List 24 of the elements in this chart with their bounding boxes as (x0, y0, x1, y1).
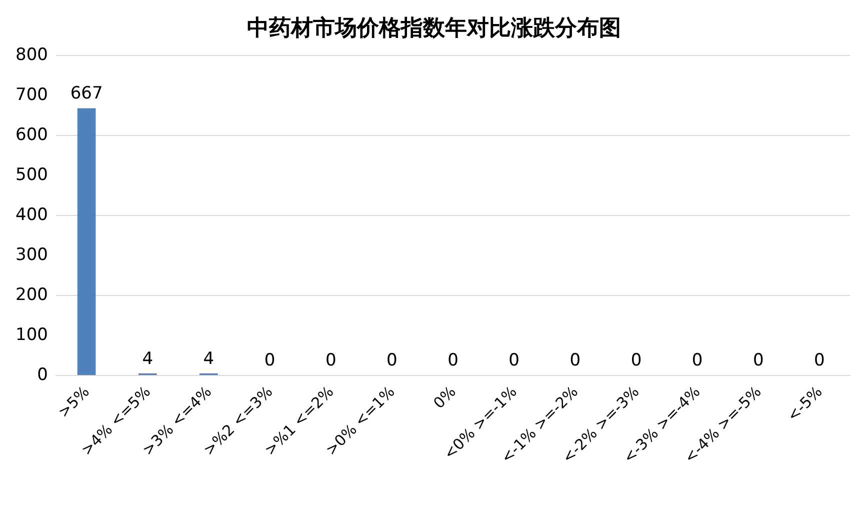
data-label: 0 (325, 350, 336, 370)
data-label: 0 (508, 350, 520, 370)
data-label: 0 (814, 350, 825, 370)
data-label: 0 (570, 350, 581, 370)
data-label: 4 (203, 348, 214, 369)
data-label: 4 (142, 348, 154, 369)
x-tick-label: 0% (430, 382, 460, 412)
y-tick-label: 400 (16, 205, 48, 225)
y-tick-label: 200 (16, 285, 48, 305)
data-label: 0 (752, 350, 764, 370)
y-tick-label: 600 (16, 125, 48, 145)
chart-title: 中药材市场价格指数年对比涨跌分布图 (247, 15, 621, 41)
y-tick-label: 0 (37, 365, 48, 385)
data-label: 0 (692, 350, 703, 370)
data-label: 667 (70, 84, 103, 104)
y-tick-label: 700 (16, 85, 48, 105)
y-tick-label: 100 (16, 325, 48, 345)
y-tick-label: 500 (16, 165, 48, 185)
data-label: 0 (264, 350, 276, 370)
y-tick-label: 300 (16, 245, 48, 265)
data-label: 0 (448, 350, 458, 370)
y-tick-label: 800 (16, 45, 48, 65)
data-label: 0 (386, 350, 398, 370)
data-label: 0 (630, 350, 642, 370)
